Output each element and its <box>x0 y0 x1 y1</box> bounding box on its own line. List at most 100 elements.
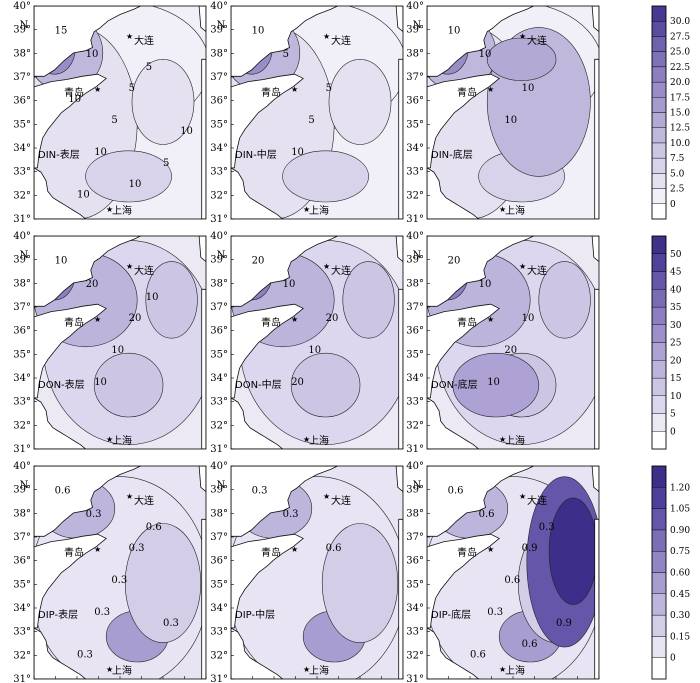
contour-region <box>85 150 172 203</box>
contour-label: 10 <box>283 279 296 290</box>
land-mass <box>34 167 87 219</box>
city-marker-icon: ★ <box>303 205 310 214</box>
lat-tick-label: 34° <box>406 373 424 384</box>
place-dalian: 大连 <box>527 494 547 507</box>
lat-tick-label: 36° <box>406 326 424 337</box>
contour-label: 0.9 <box>522 543 538 554</box>
land-mass <box>231 466 338 537</box>
place-dalian: 大连 <box>134 264 154 277</box>
lat-tick-label: 37° <box>210 72 228 83</box>
colorbar-tick-label: 1.20 <box>670 483 690 493</box>
panel-label: DIN-中层 <box>235 148 277 161</box>
contour-region <box>548 497 598 605</box>
lat-tick-label: 32° <box>210 420 228 431</box>
contour-label: 10 <box>522 83 535 94</box>
city-marker-icon: ★ <box>126 32 133 41</box>
colorbar-tick-label: 0.45 <box>670 590 690 600</box>
contour-region <box>145 261 198 339</box>
map-panel-din-2: 10101010大连青岛上海★★★DIN-底层31°32°33°34°35°36… <box>406 1 600 225</box>
land-mass <box>201 518 206 679</box>
contour-label: 10 <box>68 94 81 105</box>
land-mass <box>427 627 480 679</box>
colorbar-tick-label: 30 <box>670 321 682 331</box>
contour-label: 10 <box>252 26 265 37</box>
contour-label: 5 <box>283 49 289 60</box>
lat-tick-label: 34° <box>406 603 424 614</box>
lat-tick-label: 38° <box>210 278 228 289</box>
contour-label: 0.6 <box>55 486 71 497</box>
lat-unit-label: N <box>20 20 29 31</box>
lat-tick-label: 39° <box>406 25 424 36</box>
land-mass <box>231 6 338 77</box>
contour-label: 20 <box>326 313 339 324</box>
city-marker-icon: ★ <box>303 665 310 674</box>
lat-tick-label: 40° <box>210 1 228 12</box>
lat-tick-label: 37° <box>13 72 31 83</box>
map-panel-din-1: 1055510大连青岛上海★★★DIN-中层31°32°33°34°35°36°… <box>210 1 404 225</box>
contour-label: 20 <box>86 279 99 290</box>
place-qingdao: 青岛 <box>261 316 281 329</box>
colorbar-tick-label: 10.0 <box>670 139 690 149</box>
contour-label: 10 <box>291 147 304 158</box>
lat-tick-label: 32° <box>13 190 31 201</box>
panel-label: DIP-表层 <box>38 608 78 621</box>
contour-label: 5 <box>129 83 135 94</box>
contour-label: 10 <box>146 292 159 303</box>
lat-tick-label: 32° <box>406 420 424 431</box>
lat-tick-label: 32° <box>13 420 31 431</box>
land-mass <box>34 533 107 629</box>
lat-unit-label: N <box>413 250 422 261</box>
place-shanghai: 上海 <box>309 204 329 217</box>
lat-tick-label: 37° <box>406 532 424 543</box>
colorbar-tick-label: 20 <box>670 356 682 366</box>
land-mass <box>198 466 206 493</box>
land-mass <box>427 533 500 629</box>
colorbar-tick-label: 0 <box>670 427 676 437</box>
lat-tick-label: 38° <box>406 278 424 289</box>
contour-label: 10 <box>522 313 535 324</box>
city-marker-icon: ★ <box>519 492 526 501</box>
lat-unit-label: N <box>20 250 29 261</box>
place-shanghai: 上海 <box>505 434 525 447</box>
contour-label: 5 <box>308 115 314 126</box>
map-panel-dip-1: 0.30.30.6大连青岛上海★★★DIP-中层31°32°33°34°35°3… <box>210 461 404 683</box>
contour-label: 10 <box>448 26 461 37</box>
panel-label: DIP-底层 <box>431 608 471 621</box>
contour-label: 5 <box>326 83 332 94</box>
lat-tick-label: 31° <box>13 214 31 225</box>
lat-tick-label: 34° <box>210 373 228 384</box>
land-mass <box>591 6 599 33</box>
land-mass <box>34 6 141 77</box>
contour-label: 0.3 <box>129 543 145 554</box>
contour-label: 0.3 <box>111 575 127 586</box>
lat-tick-label: 33° <box>13 627 31 638</box>
colorbar-don: 0 5 10 15 20 25 30 35 40 45 50 <box>651 235 682 450</box>
land-mass <box>34 466 141 537</box>
place-dalian: 大连 <box>134 34 154 47</box>
contour-region <box>486 37 557 81</box>
lat-tick-label: 38° <box>13 508 31 519</box>
lat-tick-label: 33° <box>210 627 228 638</box>
land-mass <box>34 397 87 449</box>
lat-tick-label: 40° <box>406 461 424 472</box>
lat-unit-label: N <box>413 20 422 31</box>
contour-label: 10 <box>308 345 321 356</box>
lat-tick-label: 35° <box>210 579 228 590</box>
colorbar-tick-label: 25 <box>670 339 682 349</box>
contour-label: 0.3 <box>252 486 268 497</box>
land-mass <box>201 58 206 219</box>
place-qingdao: 青岛 <box>64 316 84 329</box>
lat-tick-label: 31° <box>210 444 228 455</box>
lat-tick-label: 33° <box>406 627 424 638</box>
lat-tick-label: 40° <box>406 1 424 12</box>
colorbar-tick-label: 30.0 <box>670 17 690 27</box>
city-marker-icon: ★ <box>499 665 506 674</box>
lat-tick-label: 37° <box>406 72 424 83</box>
lat-tick-label: 35° <box>406 349 424 360</box>
lat-tick-label: 35° <box>406 579 424 590</box>
lat-tick-label: 34° <box>210 603 228 614</box>
contour-label: 10 <box>86 49 99 60</box>
land-mass <box>34 303 107 399</box>
place-qingdao: 青岛 <box>457 546 477 559</box>
